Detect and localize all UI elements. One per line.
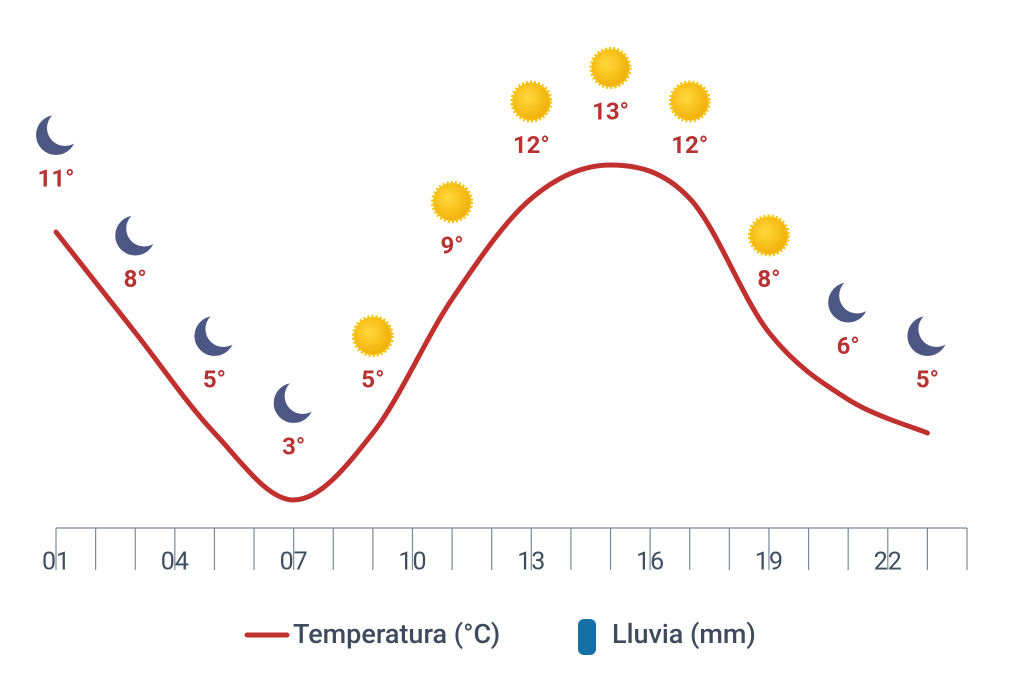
x-tick-label: 22 — [874, 548, 902, 577]
legend-swatch — [578, 619, 596, 655]
value-label: 12° — [513, 131, 550, 159]
value-label: 5° — [916, 365, 939, 393]
sun-icon — [510, 80, 553, 123]
sun-icon — [351, 315, 394, 357]
x-tick-label: 10 — [398, 548, 426, 577]
temperature-line — [53, 162, 930, 503]
value-label: 3° — [282, 432, 305, 460]
value-label: 8° — [124, 265, 147, 293]
x-tick-label: 01 — [42, 548, 70, 577]
value-label: 8° — [757, 265, 780, 293]
moon-shadow — [918, 311, 955, 347]
moon-shadow — [205, 311, 242, 347]
moon-shadow — [839, 277, 876, 314]
value-label: 5° — [203, 365, 226, 393]
x-tick-label: 19 — [755, 548, 783, 577]
moon-shadow — [126, 210, 163, 247]
value-label: 12° — [671, 131, 708, 159]
x-tick-label: 07 — [280, 548, 308, 577]
value-label: 13° — [592, 97, 629, 125]
sun-icon — [589, 47, 632, 89]
legend-label: Lluvia (mm) — [612, 618, 756, 650]
x-tick-label: 13 — [517, 548, 545, 577]
value-label: 9° — [441, 231, 464, 259]
value-label: 11° — [38, 164, 75, 192]
moon-shadow — [47, 110, 83, 146]
sun-icon — [431, 181, 474, 223]
x-tick-label: 04 — [161, 548, 189, 577]
value-label: 6° — [837, 332, 860, 360]
legend-label: Temperatura (°C) — [293, 618, 500, 650]
value-label: 5° — [361, 365, 384, 393]
sun-icon — [747, 214, 790, 257]
x-tick-label: 16 — [636, 548, 664, 577]
sun-icon — [668, 80, 711, 123]
moon-shadow — [284, 378, 321, 414]
